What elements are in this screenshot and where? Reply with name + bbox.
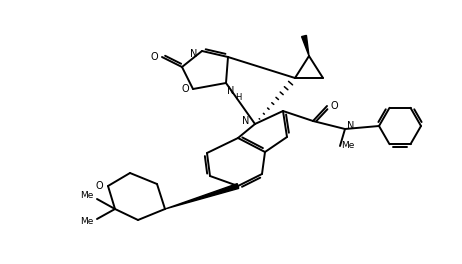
Polygon shape bbox=[165, 184, 239, 209]
Text: O: O bbox=[95, 181, 103, 191]
Text: O: O bbox=[330, 101, 338, 111]
Text: O: O bbox=[181, 84, 189, 94]
Text: Me: Me bbox=[80, 191, 94, 200]
Text: Me: Me bbox=[341, 142, 355, 150]
Text: N: N bbox=[190, 49, 198, 59]
Text: N: N bbox=[227, 86, 235, 96]
Text: Me: Me bbox=[80, 218, 94, 227]
Text: H: H bbox=[235, 92, 241, 101]
Text: N: N bbox=[347, 121, 355, 131]
Polygon shape bbox=[302, 35, 309, 56]
Text: N: N bbox=[242, 116, 249, 126]
Text: O: O bbox=[150, 52, 158, 62]
